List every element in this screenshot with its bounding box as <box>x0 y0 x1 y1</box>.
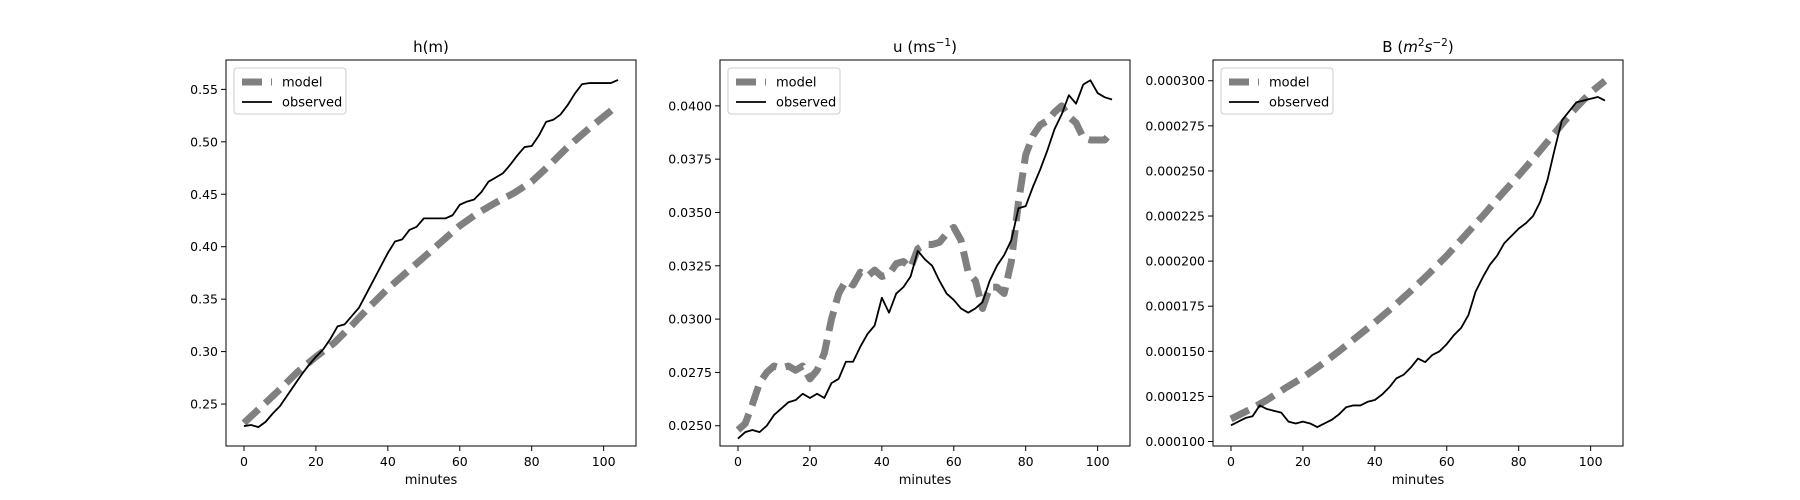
legend-label-model: model <box>1269 76 1309 91</box>
y-tick-label: 0.000225 <box>1145 209 1205 224</box>
series-model-line <box>241 102 621 426</box>
x-tick-label: 40 <box>1367 454 1383 469</box>
y-tick-label: 0.50 <box>190 134 218 149</box>
axes-frame <box>719 59 1131 447</box>
y-tick-label: 0.0300 <box>668 312 712 327</box>
y-tick-label: 0.45 <box>190 187 218 202</box>
x-tick-label: 60 <box>1439 454 1455 469</box>
y-tick-label: 0.000175 <box>1145 299 1205 314</box>
series-observed-line <box>243 79 619 429</box>
legend: model observed <box>1220 67 1334 115</box>
y-tick-label: 0.0250 <box>668 418 712 433</box>
chart-panel-2: 0 20 40 60 80 100 0.0250 0.0275 0.0300 0.0325 0.03… <box>668 37 1131 488</box>
series-model-line <box>735 102 1115 433</box>
y-tick-label: 0.000250 <box>1145 163 1205 178</box>
series-observed-line <box>737 79 1113 440</box>
chart-title: B (m2s−2) <box>1382 37 1453 56</box>
y-tick-label: 0.000125 <box>1145 389 1205 404</box>
x-tick-label: 60 <box>452 454 468 469</box>
y-tick-label: 0.55 <box>190 82 218 97</box>
x-tick-label: 20 <box>308 454 324 469</box>
x-tick-label: 60 <box>946 454 962 469</box>
x-tick-label: 0 <box>240 454 248 469</box>
chart-title: u (ms−1) <box>893 37 957 56</box>
x-tick-label: 20 <box>1295 454 1311 469</box>
legend: model observed <box>233 67 347 115</box>
y-tick-label: 0.0400 <box>668 98 712 113</box>
x-tick-label: 80 <box>1511 454 1527 469</box>
y-tick-label: 0.000275 <box>1145 118 1205 133</box>
y-tick-label: 0.0275 <box>668 365 712 380</box>
series-observed-line <box>1230 96 1606 428</box>
legend-label-model: model <box>282 76 322 91</box>
x-tick-label: 100 <box>1579 454 1603 469</box>
y-tick-label: 0.0350 <box>668 205 712 220</box>
chart-panel-3: 0 20 40 60 80 100 0.000100 0.000125 0.000150 0.00… <box>1145 37 1624 488</box>
y-tick-label: 0.0375 <box>668 152 712 167</box>
legend-label-observed: observed <box>1269 96 1329 111</box>
x-tick-label: 80 <box>1018 454 1034 469</box>
axes-frame <box>1212 59 1624 447</box>
legend-label-observed: observed <box>776 96 836 111</box>
x-tick-label: 40 <box>380 454 396 469</box>
x-tick-label: 0 <box>734 454 742 469</box>
x-tick-label: 100 <box>1086 454 1110 469</box>
x-axis-label: minutes <box>899 473 952 488</box>
series-model-line <box>1229 78 1608 423</box>
y-tick-label: 0.30 <box>190 344 218 359</box>
chart-title: h(m) <box>413 38 449 56</box>
y-tick-label: 0.25 <box>190 397 218 412</box>
panels: 0 20 40 60 80 100 0.25 0.30 0.35 0.40 0.45 0.50 0.55… <box>190 37 1624 488</box>
y-tick-label: 0.35 <box>190 292 218 307</box>
y-tick-label: 0.000200 <box>1145 254 1205 269</box>
y-tick-label: 0.000100 <box>1145 434 1205 449</box>
legend: model observed <box>727 67 841 115</box>
x-tick-label: 0 <box>1227 454 1235 469</box>
x-tick-label: 20 <box>802 454 818 469</box>
y-tick-label: 0.000300 <box>1145 73 1205 88</box>
axes-frame <box>225 59 637 447</box>
x-tick-label: 80 <box>524 454 540 469</box>
y-tick-label: 0.40 <box>190 239 218 254</box>
x-tick-label: 100 <box>592 454 616 469</box>
x-tick-label: 40 <box>874 454 890 469</box>
y-tick-label: 0.000150 <box>1145 344 1205 359</box>
y-tick-label: 0.0325 <box>668 258 712 273</box>
x-axis-label: minutes <box>1392 473 1445 488</box>
legend-label-model: model <box>776 76 816 91</box>
x-axis-label: minutes <box>405 473 458 488</box>
chart-panel-1: 0 20 40 60 80 100 0.25 0.30 0.35 0.40 0.45 0.50 0.55… <box>190 38 637 488</box>
legend-label-observed: observed <box>282 96 342 111</box>
